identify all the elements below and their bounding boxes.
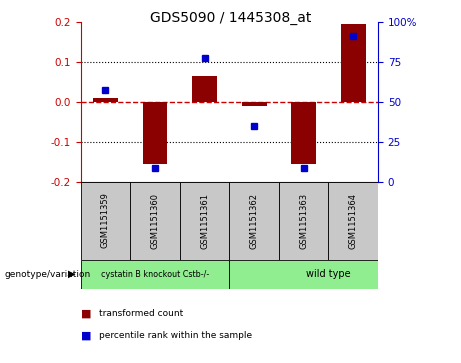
Text: percentile rank within the sample: percentile rank within the sample — [99, 331, 252, 340]
Bar — [93, 98, 118, 102]
Text: ■: ■ — [81, 309, 91, 319]
Text: wild type: wild type — [306, 269, 351, 279]
Text: GSM1151361: GSM1151361 — [200, 192, 209, 249]
Text: ▶: ▶ — [68, 269, 75, 279]
Text: GSM1151362: GSM1151362 — [249, 192, 259, 249]
Bar — [81, 260, 230, 289]
Text: GDS5090 / 1445308_at: GDS5090 / 1445308_at — [150, 11, 311, 25]
Bar — [291, 102, 316, 163]
Bar — [81, 182, 130, 260]
Bar — [341, 24, 366, 102]
Text: transformed count: transformed count — [99, 310, 183, 318]
Bar — [130, 182, 180, 260]
Text: ■: ■ — [81, 331, 91, 341]
Text: cystatin B knockout Cstb-/-: cystatin B knockout Cstb-/- — [101, 270, 209, 278]
Text: GSM1151363: GSM1151363 — [299, 192, 308, 249]
Bar — [279, 182, 328, 260]
Bar — [229, 260, 378, 289]
Text: genotype/variation: genotype/variation — [5, 270, 91, 278]
Text: GSM1151364: GSM1151364 — [349, 192, 358, 249]
Text: GSM1151359: GSM1151359 — [101, 193, 110, 248]
Bar — [328, 182, 378, 260]
Bar — [192, 76, 217, 102]
Bar — [242, 102, 266, 106]
Bar — [142, 102, 167, 163]
Bar — [180, 182, 229, 260]
Bar — [229, 182, 279, 260]
Text: GSM1151360: GSM1151360 — [150, 192, 160, 249]
